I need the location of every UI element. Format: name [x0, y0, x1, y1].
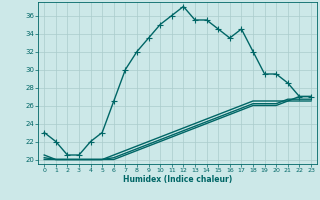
X-axis label: Humidex (Indice chaleur): Humidex (Indice chaleur) [123, 175, 232, 184]
